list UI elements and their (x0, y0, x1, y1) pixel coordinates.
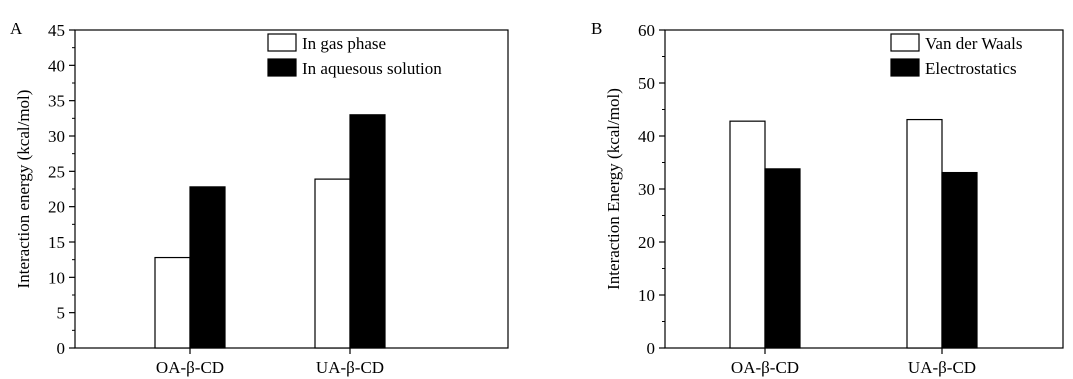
y-tick-label: 15 (48, 233, 65, 252)
y-tick-label: 35 (48, 92, 65, 111)
bar-van-der-waals (906, 118, 943, 349)
chart-panel-b: 0 10 20 30 40 50 60 OA-β-CD UA-β-CD Interaction E… (591, 19, 1064, 377)
y-tick-label: 10 (638, 286, 655, 305)
panel-label: A (10, 19, 23, 38)
y-tick-label: 10 (48, 268, 65, 287)
bar-in-gas-phase (314, 178, 351, 349)
bar-in-aquesous-solution (189, 186, 226, 349)
y-tick-label: 45 (48, 21, 65, 40)
y-tick-label: 0 (57, 339, 66, 358)
y-tick-label: 20 (638, 233, 655, 252)
y-axis-title: Interaction energy (kcal/mol) (14, 90, 33, 289)
y-tick-label: 40 (638, 127, 655, 146)
bar-electrostatics (941, 171, 978, 349)
y-tick-label: 60 (638, 21, 655, 40)
y-tick-label: 25 (48, 162, 65, 181)
y-tick-label: 30 (48, 127, 65, 146)
y-tick-label: 50 (638, 74, 655, 93)
y-tick-label: 0 (647, 339, 656, 358)
y-tick-label: 40 (48, 56, 65, 75)
panel-label: B (591, 19, 602, 38)
category-label: UA-β-CD (316, 358, 384, 377)
legend-swatch (267, 33, 297, 52)
category-label: OA-β-CD (156, 358, 224, 377)
category-label: OA-β-CD (731, 358, 799, 377)
y-axis-title: Interaction Energy (kcal/mol) (604, 88, 623, 290)
legend-swatch (890, 58, 920, 77)
y-tick-label: 5 (57, 304, 66, 323)
legend-entry: Van der Waals (925, 34, 1022, 53)
legend-entry: In gas phase (302, 34, 386, 53)
legend-swatch (267, 58, 297, 77)
category-label: UA-β-CD (908, 358, 976, 377)
y-tick-label: 20 (48, 198, 65, 217)
bar-in-aquesous-solution (349, 114, 386, 349)
plot-frame (74, 29, 509, 349)
bar-in-gas-phase (154, 256, 191, 349)
legend-swatch (890, 33, 920, 52)
chart-panel-a: 0 5 10 15 20 25 30 35 40 45 OA-β-CD UA-β-CD Interact… (10, 19, 509, 377)
bar-electrostatics (764, 168, 801, 349)
y-tick-label: 30 (638, 180, 655, 199)
legend-entry: In aquesous solution (302, 59, 442, 78)
bar-van-der-waals (729, 120, 766, 349)
legend-entry: Electrostatics (925, 59, 1017, 78)
